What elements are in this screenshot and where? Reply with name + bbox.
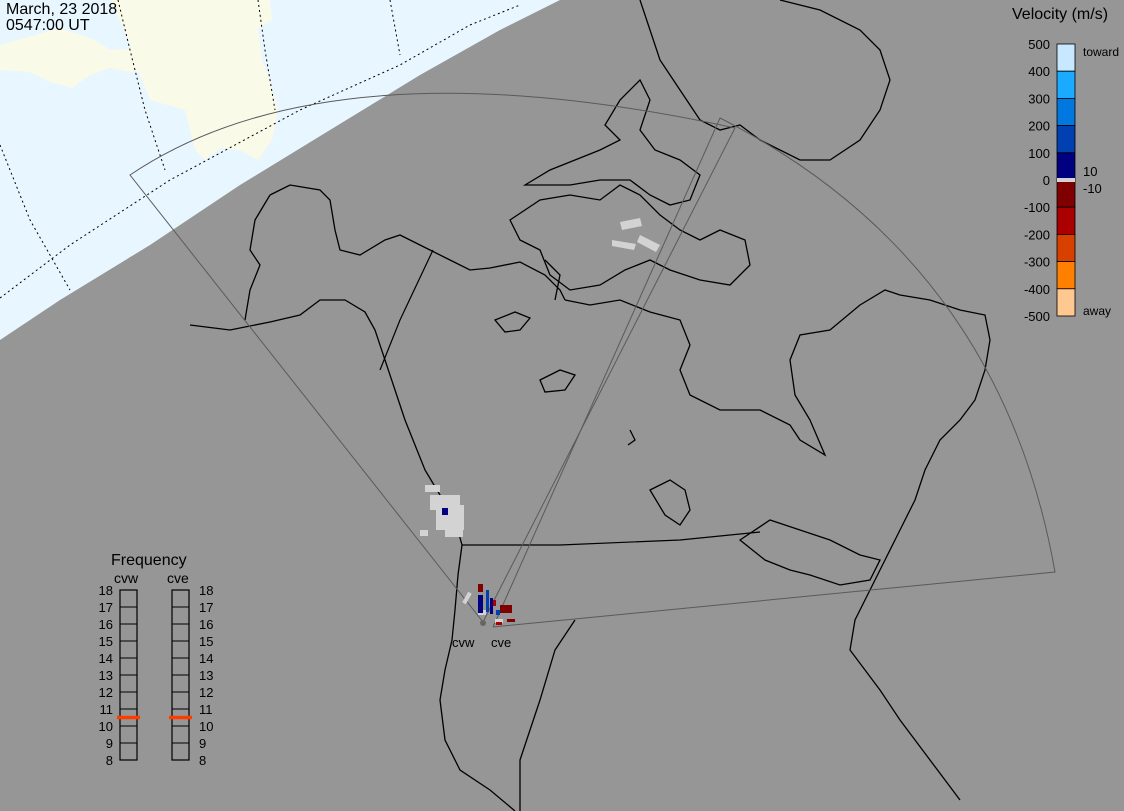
frequency-tick: 18 bbox=[99, 583, 113, 598]
cve-fov bbox=[492, 117, 1056, 628]
colorbar-band bbox=[1056, 206, 1076, 235]
away-cell bbox=[500, 605, 512, 613]
threshold-pos: 10 bbox=[1083, 164, 1097, 179]
toward-cell bbox=[486, 590, 489, 612]
frequency-tick: 11 bbox=[199, 702, 213, 717]
colorbar-band bbox=[1056, 261, 1076, 290]
toward-cell bbox=[490, 598, 493, 614]
cvw-fov bbox=[129, 92, 736, 623]
ground-scatter bbox=[420, 218, 660, 623]
frequency-tick: 15 bbox=[199, 634, 213, 649]
frequency-tick: 14 bbox=[99, 651, 113, 666]
colorbar-tick: -500 bbox=[1024, 309, 1050, 324]
radar-site-marker bbox=[480, 620, 486, 626]
frequency-tick: 8 bbox=[199, 753, 206, 768]
frequency-tick: 13 bbox=[199, 668, 213, 683]
frequency-title: Frequency bbox=[111, 552, 187, 569]
away-cell bbox=[507, 619, 515, 622]
daylight-land-siberia bbox=[0, 0, 278, 160]
colorbar-band bbox=[1056, 152, 1076, 181]
site-label-cve: cve bbox=[491, 635, 511, 650]
colorbar-tick: 500 bbox=[1028, 37, 1050, 52]
colorbar-band bbox=[1056, 98, 1076, 127]
colorbar-tick: -400 bbox=[1024, 282, 1050, 297]
colorbar-tick: -100 bbox=[1024, 200, 1050, 215]
frequency-tick: 18 bbox=[199, 583, 213, 598]
colorbar-band bbox=[1056, 288, 1076, 317]
colorbar-tick: -300 bbox=[1024, 255, 1050, 270]
frequency-tick: 15 bbox=[99, 634, 113, 649]
colorbar-band bbox=[1056, 125, 1076, 154]
freq-radar-cve: cve bbox=[167, 570, 189, 586]
time-label: 0547:00 UT bbox=[6, 17, 90, 34]
colorbar-tick: 100 bbox=[1028, 146, 1050, 161]
threshold-neg: -10 bbox=[1083, 181, 1102, 196]
freq-radar-cvw: cvw bbox=[114, 570, 139, 586]
toward-cell bbox=[442, 508, 448, 515]
frequency-panel: Frequency cvw cve 18 17 16 15 14 13 12 11 10 9 8 18… bbox=[99, 552, 214, 768]
coastlines bbox=[189, 0, 991, 811]
colorbar-band bbox=[1056, 179, 1076, 208]
daylight-region bbox=[0, 0, 560, 340]
toward-cell bbox=[478, 595, 483, 613]
colorbar-band bbox=[1056, 43, 1076, 72]
colorbar-band bbox=[1056, 70, 1076, 99]
frequency-tick: 8 bbox=[106, 753, 113, 768]
colorbar-tick: 0 bbox=[1043, 173, 1050, 188]
frequency-tick: 13 bbox=[99, 668, 113, 683]
frequency-tick: 17 bbox=[99, 600, 113, 615]
colorbar-tick: 200 bbox=[1028, 119, 1050, 134]
colorbar-tick: 400 bbox=[1028, 64, 1050, 79]
colorbar-tick: -200 bbox=[1024, 227, 1050, 242]
frequency-tick: 17 bbox=[199, 600, 213, 615]
toward-label: toward bbox=[1083, 45, 1119, 59]
fields-of-view bbox=[129, 92, 1056, 628]
frequency-tick: 16 bbox=[99, 617, 113, 632]
date-label: March, 23 2018 bbox=[6, 1, 118, 18]
frequency-tick: 10 bbox=[99, 719, 113, 734]
colorbar-tick: 300 bbox=[1028, 91, 1050, 106]
velocity-scatter bbox=[442, 508, 515, 625]
borders bbox=[379, 249, 761, 546]
away-label: away bbox=[1083, 304, 1111, 318]
colorbar-zero-band bbox=[1057, 178, 1075, 182]
frequency-tick: 12 bbox=[99, 685, 113, 700]
frequency-tick: 14 bbox=[199, 651, 213, 666]
frequency-tick: 9 bbox=[199, 736, 206, 751]
frequency-tick: 12 bbox=[199, 685, 213, 700]
frequency-tick: 11 bbox=[100, 702, 114, 717]
away-cell bbox=[478, 584, 483, 592]
frequency-tick: 9 bbox=[106, 736, 113, 751]
away-cell bbox=[496, 622, 502, 625]
velocity-colorbar: Velocity (m/s) 500 400 300 200 100 0 -100 -200 -… bbox=[1012, 6, 1119, 324]
latlon-grid bbox=[0, 0, 521, 299]
colorbar-band bbox=[1056, 233, 1076, 262]
frequency-tick: 16 bbox=[199, 617, 213, 632]
frequency-tick: 10 bbox=[199, 719, 213, 734]
colorbar-title: Velocity (m/s) bbox=[1012, 6, 1108, 23]
away-cell bbox=[493, 600, 496, 606]
site-label-cvw: cvw bbox=[452, 635, 475, 650]
toward-cell bbox=[496, 610, 500, 615]
